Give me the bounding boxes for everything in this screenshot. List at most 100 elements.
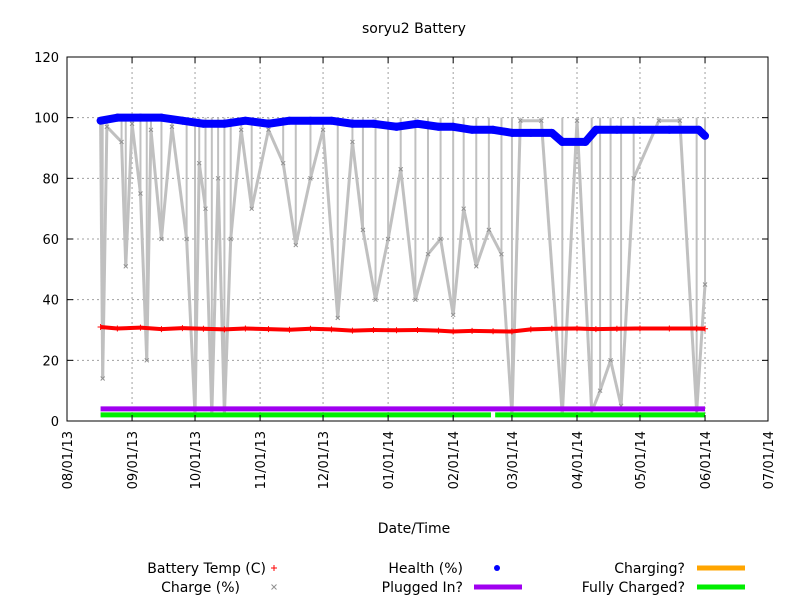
health-point [527,129,535,137]
charge-trace [124,123,134,267]
charge-point [293,242,299,248]
health-point [414,120,421,128]
charge-point [538,118,544,124]
battery-temp-point [97,323,104,330]
battery-temp-point [469,327,476,334]
charge-trace [216,178,226,415]
health-point [695,126,703,134]
charge-point [104,124,110,130]
health-point [393,123,401,131]
charge-point [308,175,313,181]
legend-label-fully-charged: Fully Charged? [582,580,685,596]
health-point [327,117,335,125]
battery-temp-trace [576,326,596,332]
battery-temp-trace [289,326,311,332]
battery-temp-trace [310,326,332,332]
charge-trace [105,125,123,143]
health-point [508,129,516,137]
x-tick-label: 10/01/13 [189,431,204,489]
battery-temp-point [508,328,515,335]
charge-trace [413,253,430,301]
charge-point [320,127,326,133]
battery-temp-point [435,327,442,334]
charge-point [123,263,129,269]
x-tick-label: 08/01/13 [61,431,76,489]
health-point [665,126,673,134]
x-tick-label: 02/01/14 [447,431,462,489]
battery-temp-point [265,326,272,333]
charge-point [656,118,662,124]
plot-data [96,113,710,418]
x-axis: 08/01/13 09/01/13 10/01/13 11/01/13 12/01/13… [61,57,777,489]
y-tick-label: 0 [51,415,59,430]
battery-temp-trace [530,326,552,332]
health-point [489,126,497,134]
charge-trace [487,229,503,255]
x-tick-label: 07/01/14 [762,431,777,489]
health-point [157,114,165,122]
charge-trace [451,208,466,315]
health-point [306,117,314,125]
battery-temp-trace [117,325,141,331]
legend-label-charging: Charging? [614,561,685,577]
battery-temp-point [221,326,228,333]
charge-point [144,357,150,363]
battery-temp-point [179,325,186,332]
battery-temp-trace [182,326,204,331]
battery-temp-series [97,323,709,335]
x-tick-label: 01/01/14 [382,431,397,489]
charge-point [438,236,443,242]
charge-point [398,166,404,172]
battery-temp-trace [417,328,439,333]
health-point [113,114,121,122]
battery-temp-trace [245,326,269,332]
charge-trace [619,178,636,406]
charge-point [360,227,366,233]
charge-trace [374,238,390,300]
charge-trace [222,238,233,415]
charge-point [203,206,208,212]
charge-point [450,312,456,318]
legend-label-health: Health (%) [388,561,463,577]
charge-trace [598,359,613,392]
charge-trace [204,208,214,415]
charge-trace [159,126,174,240]
y-tick-label: 20 [42,354,59,369]
battery-temp-point [307,325,314,332]
health-point [241,117,249,125]
charge-trace [510,120,522,415]
health-point [636,126,644,134]
battery-temp-trace [203,326,225,332]
charge-point [266,127,271,133]
charge-point [138,191,143,196]
health-point [558,138,566,146]
charge-trace [426,238,442,256]
charge-trace [267,129,285,164]
x-tick-label: 11/01/13 [254,431,269,489]
charge-trace [350,141,365,231]
charge-trace [560,120,579,416]
battery-temp-point [702,325,709,332]
charge-trace [462,208,478,267]
charge-trace [250,129,270,209]
legend-swatch-battery-temp [271,565,277,571]
charge-point [350,139,355,145]
battery-temp-point [370,327,377,333]
charge-point [215,175,221,181]
charge-trace [361,229,378,300]
battery-temp-trace [352,328,374,333]
health-point [369,120,377,128]
health-point [199,120,207,128]
battery-temp-point [328,326,335,333]
charge-trace [386,168,403,240]
battery-temp-point [693,325,700,332]
battery-temp-point [114,325,121,332]
charge-point [631,175,637,181]
y-tick-label: 80 [42,172,59,187]
legend-swatch-charge [271,584,277,590]
charge-point [677,118,683,124]
y-tick-label: 120 [34,51,59,66]
charge-point [129,121,135,127]
charge-point [385,236,391,242]
x-tick-label: 03/01/14 [506,431,521,489]
